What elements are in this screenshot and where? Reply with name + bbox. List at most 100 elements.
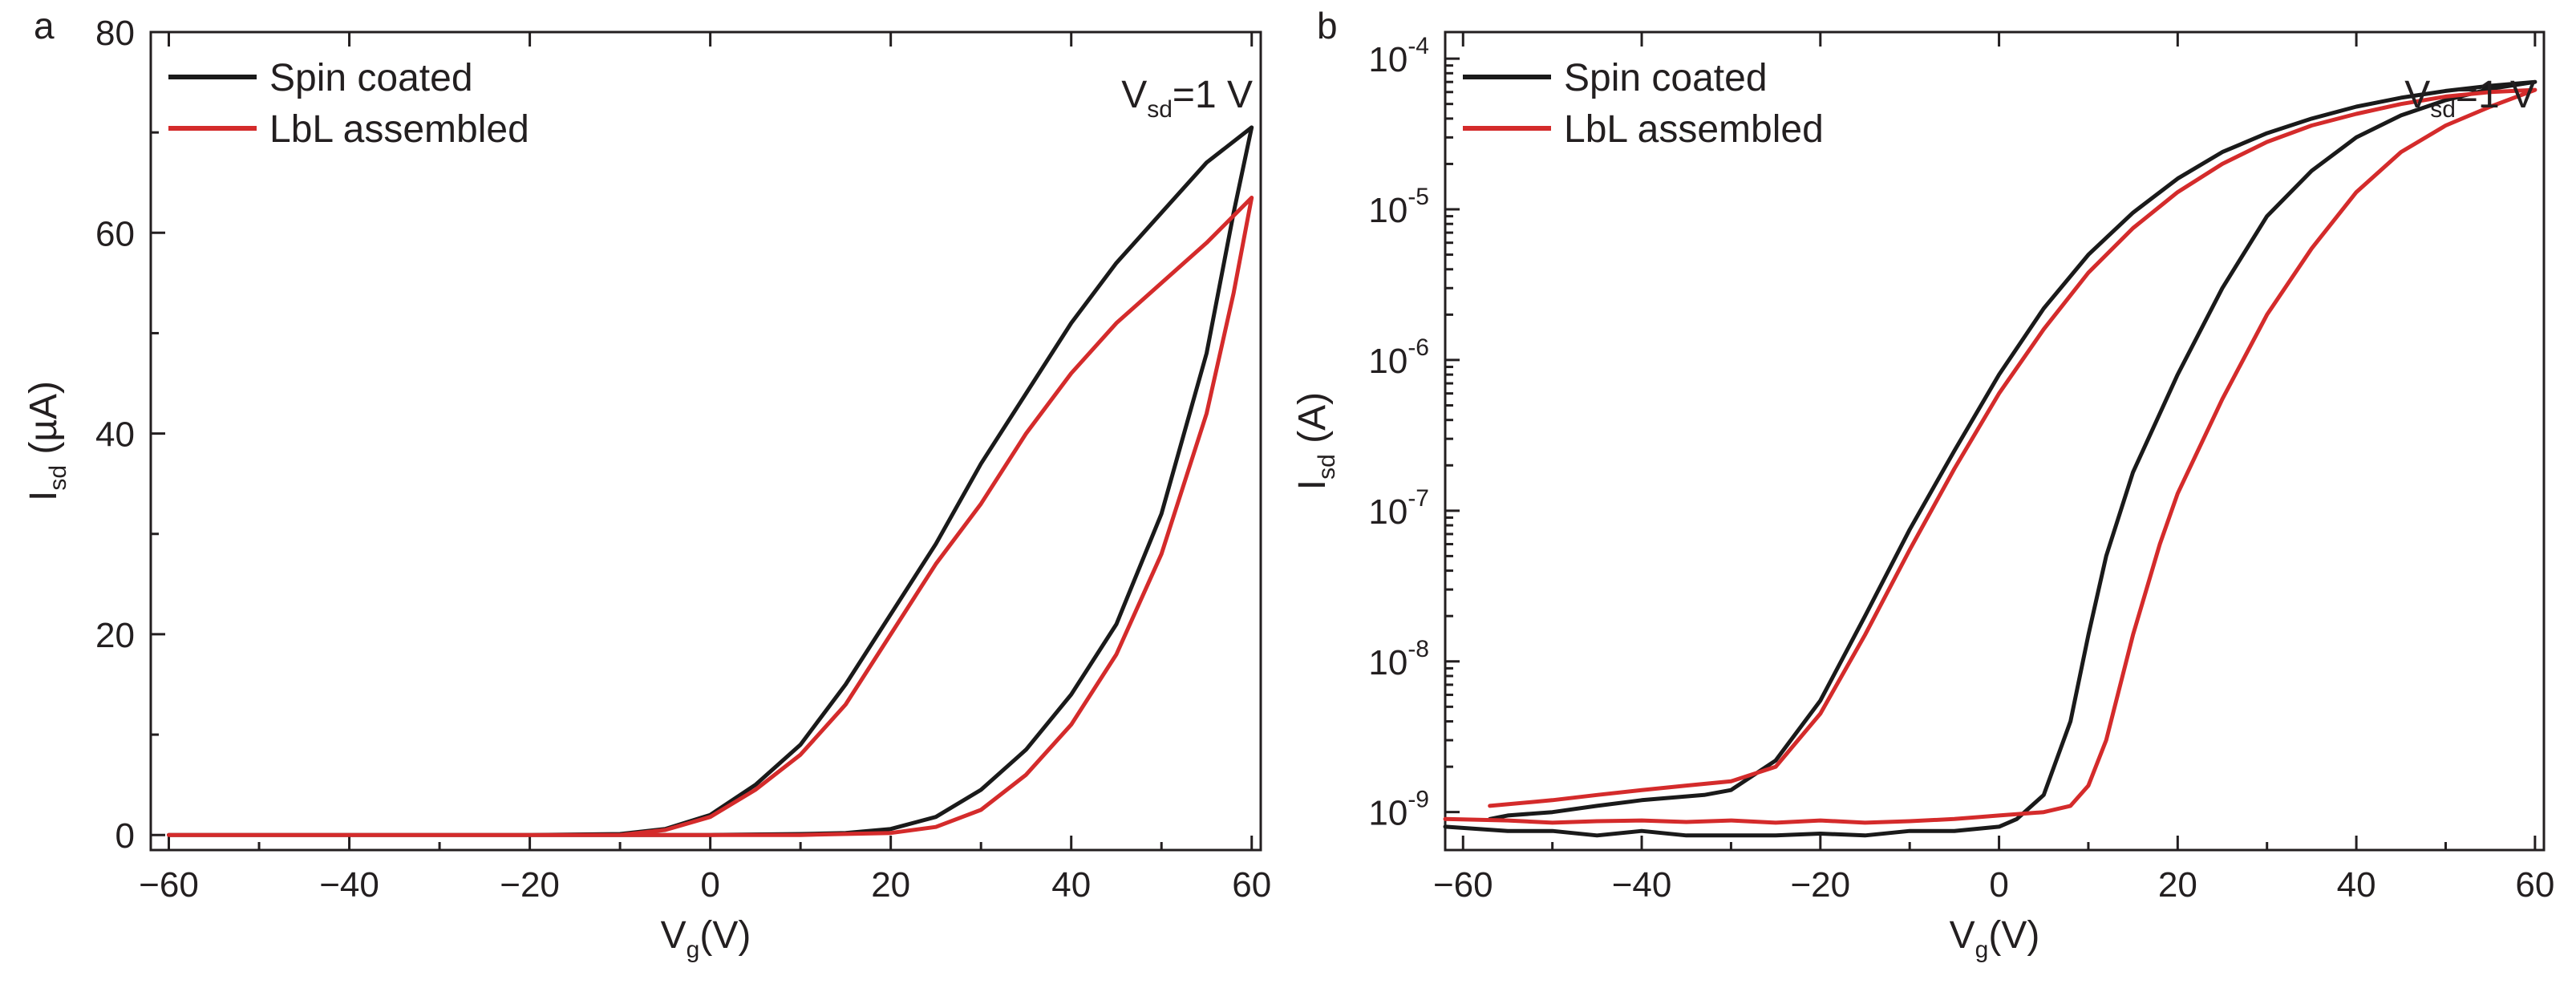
text-part: 10 <box>1368 794 1407 833</box>
x-tick-label: 20 <box>2158 865 2197 905</box>
text-part: V <box>2404 74 2430 116</box>
series-line-spin-coated <box>167 125 1254 837</box>
text-part: 10 <box>1368 191 1407 230</box>
text-part: V <box>1950 914 1975 957</box>
text-part: LbL assembled <box>269 108 529 151</box>
text-part: (A) <box>1291 392 1334 454</box>
text-part: I <box>22 491 65 501</box>
x-axis-label: Vg(V) <box>1950 914 2040 963</box>
plot-frame <box>1444 30 2546 852</box>
text-part: LbL assembled <box>1564 108 1824 151</box>
text-part: 10 <box>1368 40 1407 79</box>
x-tick-label: 60 <box>2515 865 2554 905</box>
y-tick-label: 10-5 <box>1368 184 1429 230</box>
panel-a: a −60 −40 −20 0 20 40 60 0 20 40 60 80 Vg(V) Isd (µA) S… <box>22 5 1271 963</box>
x-tick-label: 40 <box>2337 865 2376 905</box>
panel-b: b−60 −40 −20 0 20 40 6010-910-810-710-610-510-… <box>1291 5 2554 963</box>
y-tick-label: 20 <box>95 616 135 655</box>
y-tick-label: 10-7 <box>1368 485 1429 532</box>
x-tick-label: −20 <box>1790 865 1850 905</box>
text-part: −20 <box>500 865 560 905</box>
x-axis-label: Vg(V) <box>661 914 751 963</box>
text-part: -5 <box>1407 184 1429 210</box>
text-part: sd <box>45 465 71 491</box>
text-part: Spin coated <box>269 57 473 99</box>
y-tick-label: 60 <box>95 214 135 253</box>
text-part: sd <box>2430 96 2456 123</box>
text-part: g <box>687 937 700 963</box>
text-part: 20 <box>95 616 135 655</box>
legend-label: Spin coated <box>269 57 473 99</box>
text-part: Spin coated <box>1564 57 1768 99</box>
x-tick-label: −20 <box>500 865 560 905</box>
text-part: −40 <box>319 865 379 905</box>
y-tick-label: 10-8 <box>1368 636 1429 682</box>
panel-letter: a <box>34 5 55 47</box>
text-part: 20 <box>2158 865 2197 905</box>
y-tick-label: 10-9 <box>1368 787 1429 833</box>
text-part: 40 <box>1051 865 1091 905</box>
text-part: -8 <box>1407 636 1429 662</box>
text-part: 0 <box>115 816 135 856</box>
text-part: 0 <box>700 865 719 905</box>
x-tick-label: 60 <box>1232 865 1271 905</box>
y-tick-label: 40 <box>95 415 135 455</box>
text-part: 10 <box>1368 342 1407 381</box>
text-part: (V) <box>699 914 751 957</box>
text-part: a <box>34 5 55 47</box>
legend-label: Spin coated <box>1564 57 1768 99</box>
y-tick-label: 80 <box>95 14 135 53</box>
text-part: 10 <box>1368 492 1407 532</box>
text-part: 60 <box>1232 865 1271 905</box>
panel-letter: b <box>1317 5 1338 47</box>
series-line-spin-coated <box>1443 79 2538 838</box>
text-part: −20 <box>1790 865 1850 905</box>
text-part: b <box>1317 5 1338 47</box>
text-part: (µA) <box>22 381 65 465</box>
vsd-annotation: Vsd=1 V <box>2404 74 2536 123</box>
x-tick-label: −60 <box>139 865 199 905</box>
text-part: (V) <box>1988 914 2039 957</box>
x-tick-label: −60 <box>1433 865 1493 905</box>
text-part: −40 <box>1612 865 1672 905</box>
text-part: −60 <box>139 865 199 905</box>
text-part: g <box>1975 937 1989 963</box>
text-part: I <box>1291 480 1334 490</box>
text-part: -4 <box>1407 33 1429 59</box>
text-part: =1 V <box>2456 74 2536 116</box>
text-part: -6 <box>1407 334 1429 361</box>
text-part: 10 <box>1368 643 1407 682</box>
x-tick-label: 0 <box>700 865 719 905</box>
text-part: 0 <box>1989 865 2008 905</box>
text-part: −60 <box>1433 865 1493 905</box>
y-axis-label: Isd (µA) <box>22 381 71 501</box>
x-tick-label: 20 <box>871 865 910 905</box>
text-part: -9 <box>1407 787 1429 813</box>
x-tick-label: 40 <box>1051 865 1091 905</box>
series-line-lbl-assembled <box>167 196 1254 837</box>
text-part: 80 <box>95 14 135 53</box>
text-part: 40 <box>95 415 135 455</box>
y-tick-label: 10-4 <box>1368 33 1429 79</box>
y-tick-label: 10-6 <box>1368 334 1429 381</box>
text-part: =1 V <box>1173 74 1253 116</box>
text-part: 60 <box>95 214 135 253</box>
text-part: sd <box>1314 454 1340 480</box>
x-tick-label: 0 <box>1989 865 2008 905</box>
text-part: V <box>1121 74 1147 116</box>
x-tick-label: −40 <box>319 865 379 905</box>
text-part: 40 <box>2337 865 2376 905</box>
text-part: sd <box>1147 96 1173 123</box>
text-part: 60 <box>2515 865 2554 905</box>
vsd-annotation: Vsd=1 V <box>1121 74 1253 123</box>
text-part: 20 <box>871 865 910 905</box>
legend-label: LbL assembled <box>269 108 529 151</box>
x-tick-label: −40 <box>1612 865 1672 905</box>
y-axis-label: Isd (A) <box>1291 392 1340 490</box>
plot-frame <box>149 30 1262 852</box>
text-part: -7 <box>1407 485 1429 512</box>
y-tick-label: 0 <box>115 816 135 856</box>
text-part: V <box>661 914 687 957</box>
